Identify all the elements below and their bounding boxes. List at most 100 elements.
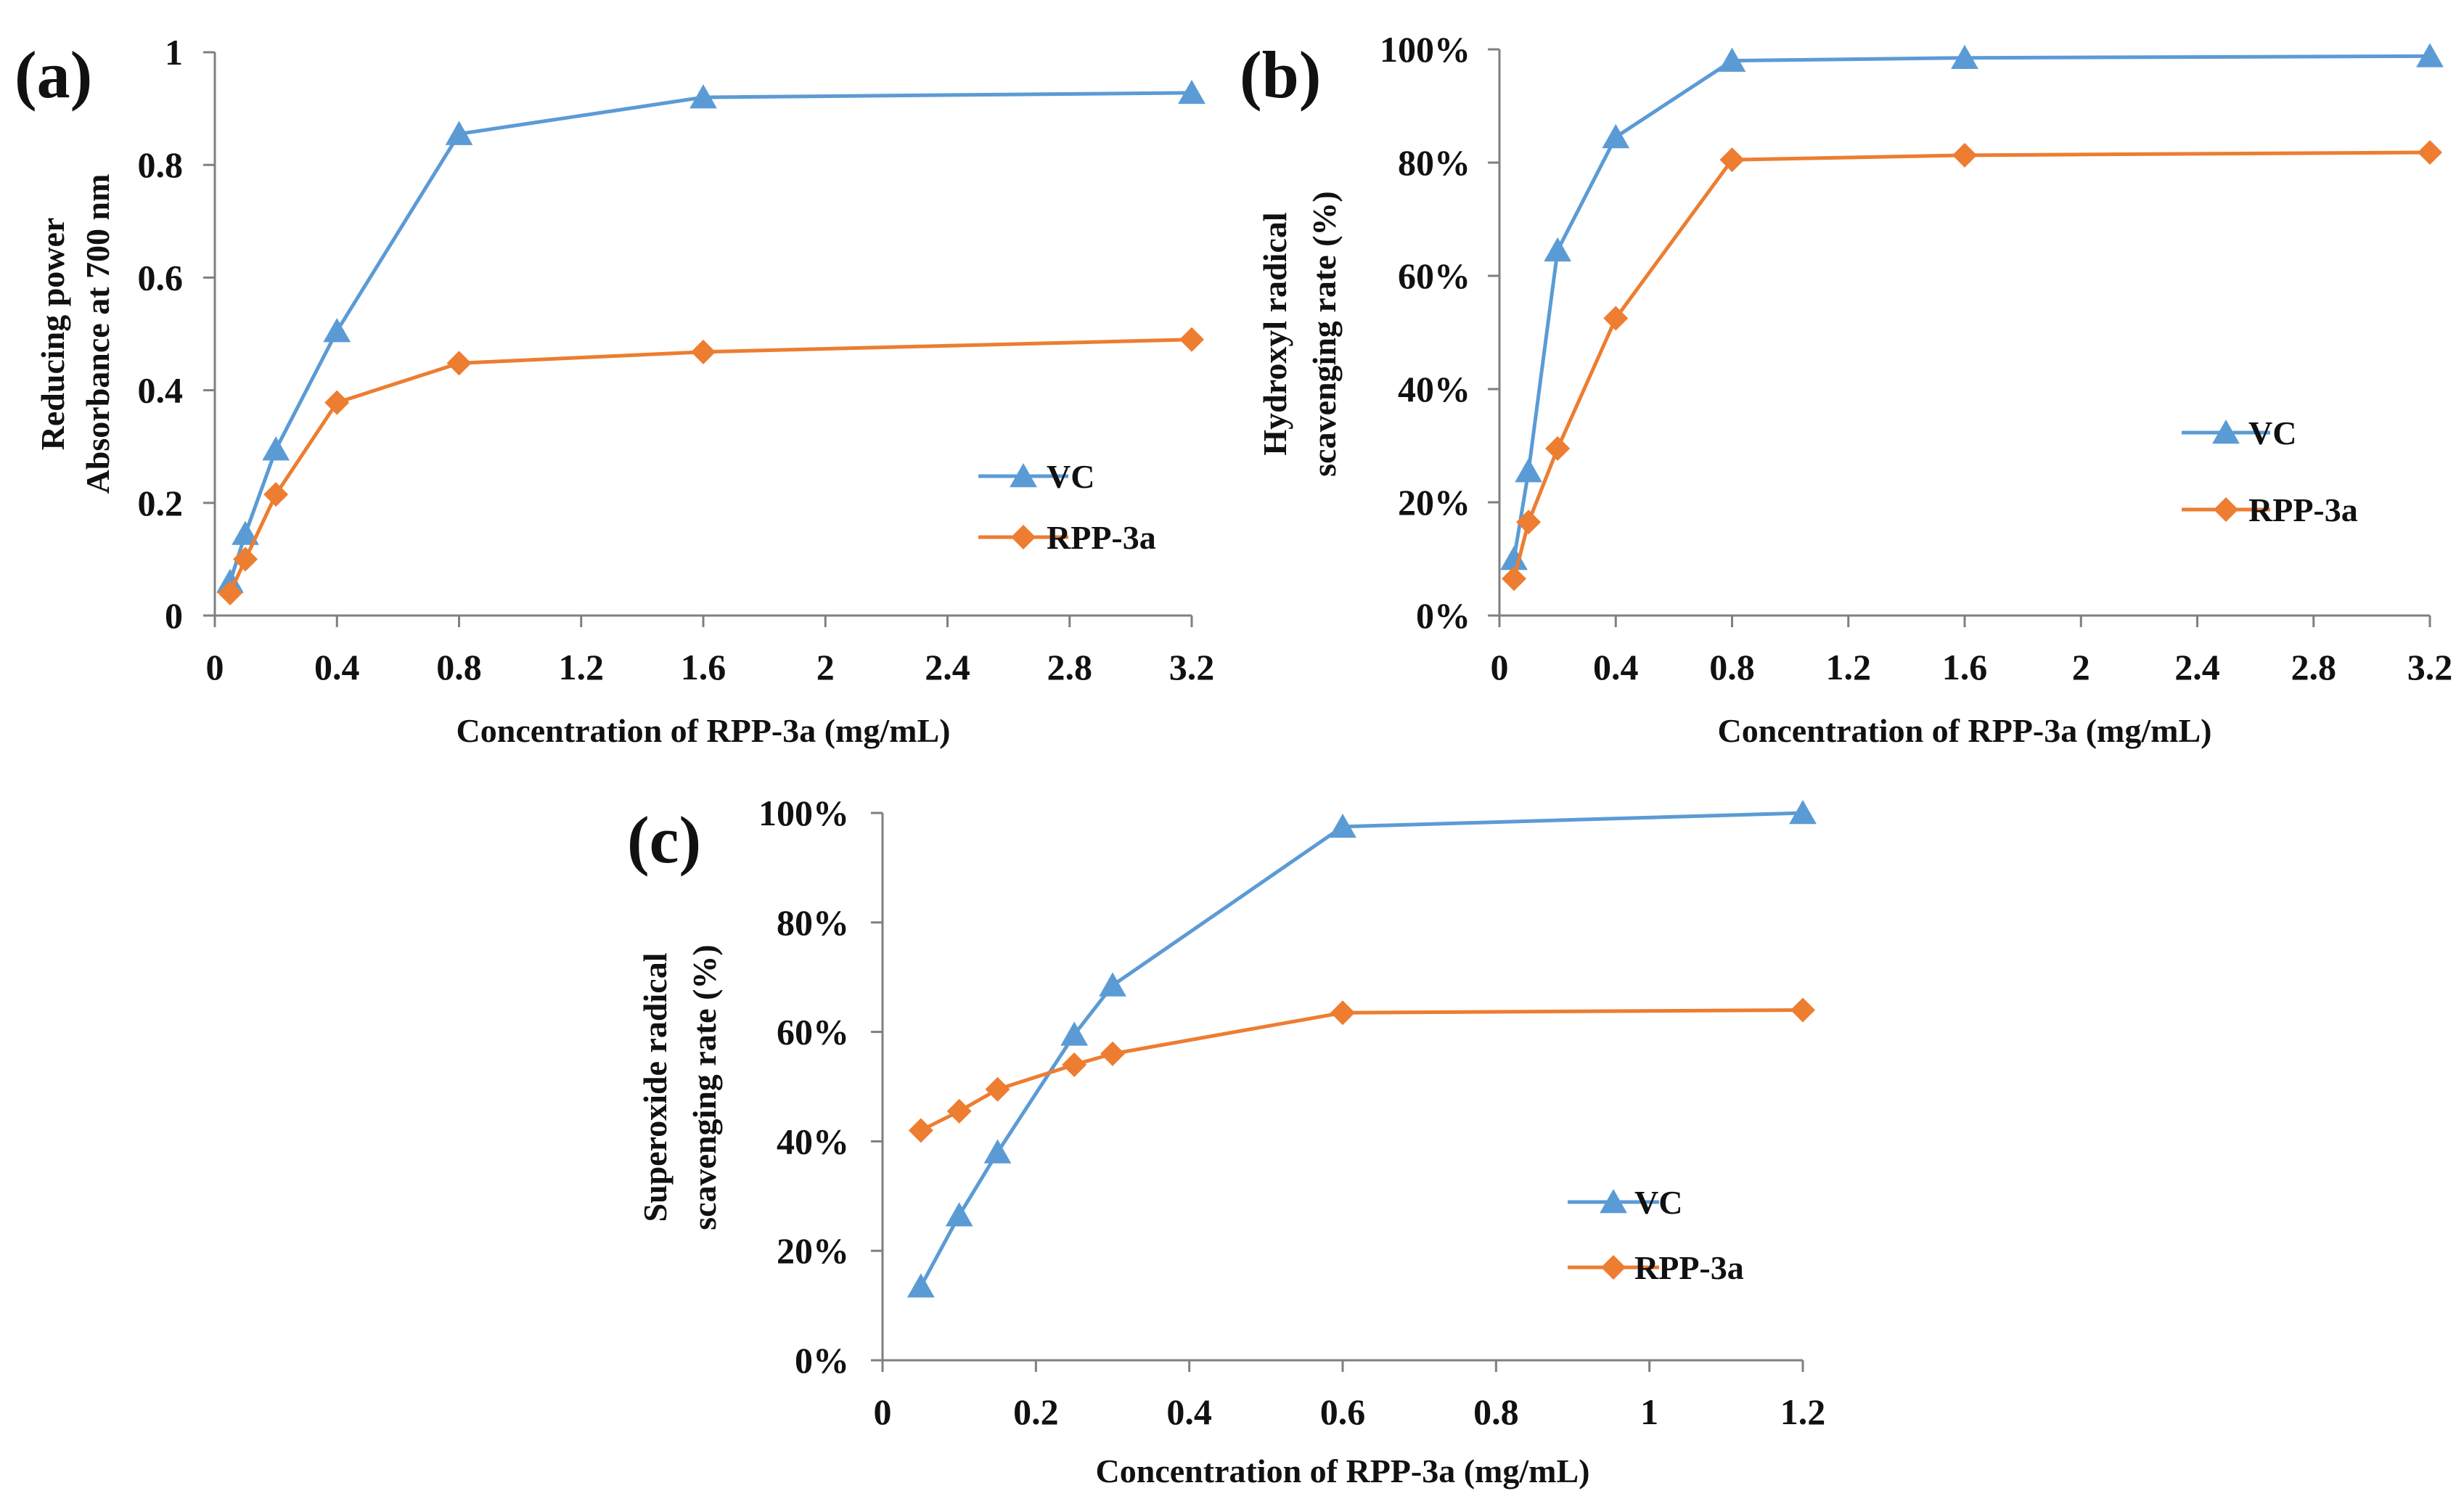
y-tick-label: 0% — [795, 1340, 849, 1381]
legend-diamond-marker — [1601, 1255, 1626, 1280]
rpp-3a-data-point — [1179, 327, 1204, 352]
y-axis-title: scavenging rate (%) — [1306, 191, 1343, 476]
y-tick-label: 0.2 — [138, 483, 184, 523]
x-tick-label: 2 — [2072, 647, 2090, 687]
y-tick-label: 100% — [758, 793, 849, 833]
legend-diamond-marker — [1011, 525, 1036, 549]
rpp-3a-data-point — [2418, 139, 2442, 165]
rpp-3a-data-point — [1603, 306, 1629, 331]
vc-data-point — [1060, 1021, 1089, 1046]
x-axis-title: Concentration of RPP-3a (mg/mL) — [457, 712, 951, 749]
vc-data-point — [232, 520, 259, 545]
legend-label: RPP-3a — [2248, 491, 2358, 528]
x-tick-label: 0.8 — [1473, 1391, 1519, 1432]
x-tick-label: 0.6 — [1320, 1391, 1366, 1432]
x-tick-label: 0.4 — [314, 647, 360, 687]
chart-panel-c: 0 0.2 0.4 0.6 0.8 1 1.2 0% 20% 40% 60% 80% 100% Conce… — [627, 793, 1825, 1489]
y-tick-label: 0% — [1416, 595, 1470, 636]
y-tick-label: 80% — [1398, 142, 1470, 183]
x-tick-label: 1 — [1640, 1391, 1658, 1432]
legend-label: VC — [2248, 414, 2296, 451]
y-tick-label: 20% — [1398, 482, 1470, 523]
x-tick-label: 2.4 — [925, 647, 970, 687]
chart-panel-a: 0 0.4 0.8 1.2 1.6 2 2.4 2.8 3.2 0 0.2 0.4 0.6 0.8 1 Con… — [15, 32, 1214, 749]
vc-data-point — [1515, 458, 1542, 483]
rpp-3a-data-point — [1545, 436, 1571, 461]
y-tick-label: 40% — [1398, 369, 1470, 409]
x-tick-label: 2.4 — [2174, 647, 2220, 687]
x-tick-label: 3.2 — [1169, 647, 1215, 687]
vc-data-point — [1718, 47, 1746, 72]
vc-data-point — [1500, 546, 1528, 571]
vc-data-point — [906, 1273, 935, 1298]
chart-panel-b: 0 0.4 0.8 1.2 1.6 2 2.4 2.8 3.2 0% 20% 40% 60% 80% 100… — [1240, 29, 2452, 749]
legend-label: RPP-3a — [1047, 519, 1156, 556]
x-tick-label: 1.2 — [559, 647, 605, 687]
vc-data-point — [1099, 972, 1126, 997]
rpp-3a-data-point — [1952, 142, 1977, 168]
y-axis-title: scavenging rate (%) — [686, 944, 723, 1230]
x-tick-label: 1.2 — [1826, 647, 1872, 687]
rpp-3a-data-point — [1502, 566, 1527, 592]
legend-label: RPP-3a — [1634, 1249, 1744, 1286]
y-axis-title: Reducing power — [34, 218, 71, 451]
y-axis-title: Superoxide radical — [637, 952, 674, 1222]
rpp-3a-data-point — [1790, 997, 1815, 1023]
y-tick-label: 80% — [777, 902, 849, 943]
vc-data-point — [1789, 800, 1817, 825]
series-line-rpp-3a — [920, 1008, 1804, 1132]
x-tick-label: 1.6 — [681, 647, 726, 687]
y-tick-label: 60% — [777, 1012, 849, 1053]
rpp-3a-data-point — [1062, 1052, 1087, 1077]
y-axis-title: Hydroxyl radical — [1256, 212, 1293, 455]
rpp-3a-data-point — [985, 1076, 1010, 1102]
rpp-3a-data-point — [233, 547, 258, 572]
y-axis-title: Absorbance at 700 nm — [79, 174, 116, 494]
vc-data-point — [1329, 813, 1356, 838]
y-tick-label: 0.4 — [138, 370, 184, 411]
x-tick-label: 0.8 — [436, 647, 482, 687]
x-tick-label: 2.8 — [1047, 647, 1093, 687]
legend-triangle-marker — [1010, 463, 1037, 488]
rpp-3a-data-point — [446, 351, 472, 376]
vc-data-point — [983, 1139, 1012, 1164]
x-tick-label: 1.6 — [1942, 647, 1988, 687]
x-tick-label: 2.8 — [2291, 647, 2337, 687]
series-line-vc — [228, 91, 1192, 583]
rpp-3a-data-point — [1719, 147, 1745, 173]
rpp-3a-data-point — [324, 390, 350, 415]
vc-data-point — [1544, 237, 1572, 262]
rpp-3a-data-point — [218, 580, 243, 605]
y-tick-label: 60% — [1398, 256, 1470, 296]
vc-data-point — [1602, 123, 1630, 149]
x-tick-label: 0 — [874, 1391, 892, 1432]
rpp-3a-data-point — [908, 1118, 933, 1143]
vc-data-point — [945, 1202, 973, 1227]
rpp-3a-data-point — [946, 1098, 972, 1124]
panel-label: (c) — [627, 803, 701, 877]
x-tick-label: 2 — [816, 647, 835, 687]
vc-data-point — [445, 120, 473, 145]
series-line-vc — [1512, 54, 2431, 560]
rpp-3a-data-point — [1100, 1041, 1125, 1066]
y-tick-label: 0 — [165, 595, 183, 636]
y-tick-label: 0.8 — [138, 144, 184, 185]
x-tick-label: 0.4 — [1593, 647, 1639, 687]
x-tick-label: 0.8 — [1709, 647, 1755, 687]
rpp-3a-data-point — [1330, 1000, 1355, 1026]
vc-data-point — [2416, 43, 2444, 68]
panel-label: (b) — [1240, 38, 1321, 112]
x-tick-label: 3.2 — [2407, 647, 2453, 687]
legend-label: VC — [1634, 1184, 1682, 1221]
vc-data-point — [689, 84, 717, 109]
rpp-3a-data-point — [263, 482, 289, 507]
legend-triangle-marker — [2212, 420, 2240, 444]
x-tick-label: 0.2 — [1013, 1391, 1059, 1432]
vc-data-point — [1178, 79, 1206, 105]
y-tick-label: 1 — [165, 32, 183, 73]
legend-triangle-marker — [1600, 1189, 1627, 1214]
y-tick-label: 0.6 — [138, 257, 184, 298]
x-tick-label: 0 — [1491, 647, 1509, 687]
panel-label: (a) — [15, 38, 92, 112]
